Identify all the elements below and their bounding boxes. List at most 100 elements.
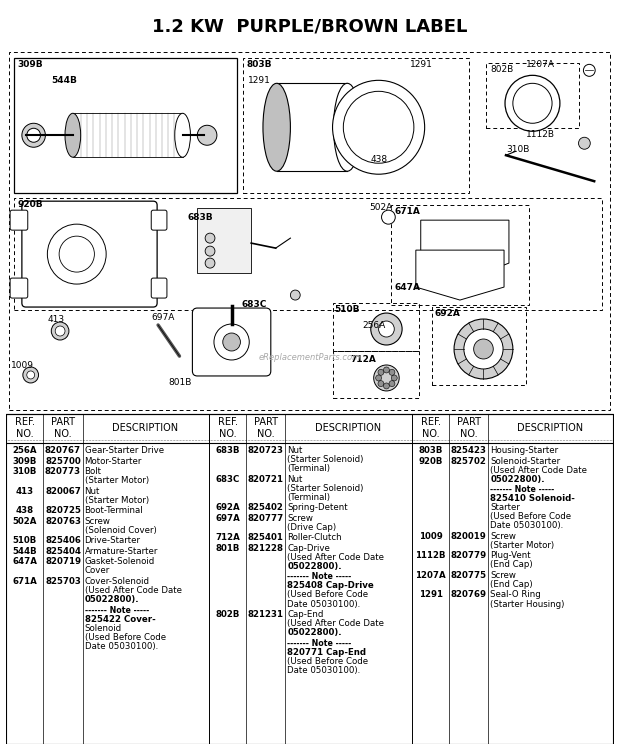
Circle shape: [391, 375, 397, 381]
Text: Nut: Nut: [84, 487, 100, 496]
Text: 05022800).: 05022800).: [288, 562, 342, 571]
FancyBboxPatch shape: [151, 210, 167, 230]
Circle shape: [223, 333, 241, 351]
FancyBboxPatch shape: [10, 278, 28, 298]
Text: Motor-Starter: Motor-Starter: [84, 457, 142, 466]
Text: (Starter Housing): (Starter Housing): [490, 600, 565, 609]
Text: 820775: 820775: [451, 571, 487, 580]
Text: 820725: 820725: [45, 506, 81, 516]
Polygon shape: [421, 220, 509, 280]
Bar: [244, 58, 469, 193]
Text: 683B: 683B: [215, 446, 240, 455]
Text: 1291: 1291: [248, 77, 271, 86]
Text: Cover-Solenoid: Cover-Solenoid: [84, 577, 149, 586]
Text: 803B: 803B: [246, 60, 272, 69]
Text: 1112B: 1112B: [415, 551, 446, 560]
Text: ------- Note -----: ------- Note -----: [288, 572, 352, 582]
Circle shape: [27, 128, 40, 142]
Text: Screw: Screw: [84, 517, 110, 526]
Circle shape: [578, 137, 590, 150]
Text: 821231: 821231: [248, 610, 284, 619]
Text: 683C: 683C: [241, 300, 267, 309]
FancyBboxPatch shape: [192, 308, 271, 376]
Text: 502A: 502A: [369, 203, 392, 212]
Circle shape: [205, 246, 215, 256]
Circle shape: [454, 319, 513, 379]
Ellipse shape: [47, 224, 106, 284]
Bar: [197, 208, 251, 273]
Text: 820019: 820019: [451, 532, 487, 541]
Ellipse shape: [513, 83, 552, 124]
Text: 801B: 801B: [216, 544, 240, 553]
Ellipse shape: [263, 83, 290, 171]
Text: 310B: 310B: [12, 467, 37, 476]
Circle shape: [214, 324, 249, 360]
Text: 801B: 801B: [168, 378, 192, 387]
Text: DESCRIPTION: DESCRIPTION: [112, 423, 179, 433]
Text: 413: 413: [47, 315, 64, 324]
Text: 820721: 820721: [248, 475, 284, 484]
Bar: [487, 63, 580, 128]
Text: Bolt: Bolt: [84, 467, 102, 476]
Text: (Used After Code Date: (Used After Code Date: [84, 586, 182, 595]
Text: 647A: 647A: [394, 283, 420, 292]
Text: 1.2 KW  PURPLE/BROWN LABEL: 1.2 KW PURPLE/BROWN LABEL: [153, 18, 467, 36]
Text: 825702: 825702: [451, 457, 487, 466]
Circle shape: [205, 258, 215, 268]
Text: 438: 438: [16, 506, 34, 516]
Text: 825402: 825402: [248, 503, 284, 512]
Text: (Used Before Code: (Used Before Code: [490, 512, 572, 522]
Text: Nut: Nut: [288, 475, 303, 484]
Text: 802B: 802B: [490, 65, 513, 74]
Text: 820763: 820763: [45, 517, 81, 526]
Text: (Used After Code Date: (Used After Code Date: [288, 619, 384, 628]
Text: (End Cap): (End Cap): [490, 560, 533, 569]
Circle shape: [583, 64, 595, 77]
Text: Screw: Screw: [490, 571, 516, 580]
Text: Date 05030100).: Date 05030100).: [288, 600, 361, 609]
Text: 820719: 820719: [45, 557, 81, 566]
Text: 309B: 309B: [17, 60, 43, 69]
Text: 825422 Cover-: 825422 Cover-: [84, 615, 156, 623]
Text: Nut: Nut: [288, 446, 303, 455]
Text: Cap-End: Cap-End: [288, 610, 324, 619]
Text: ------- Note -----: ------- Note -----: [490, 485, 554, 494]
Circle shape: [389, 369, 395, 375]
Text: Housing-Starter: Housing-Starter: [490, 446, 559, 455]
Circle shape: [389, 381, 395, 387]
Circle shape: [384, 383, 389, 389]
Text: 310B: 310B: [506, 145, 529, 154]
Circle shape: [376, 375, 381, 381]
Text: 05022800).: 05022800).: [490, 475, 545, 484]
Text: 438: 438: [371, 155, 388, 164]
Text: 683C: 683C: [216, 475, 240, 484]
Text: Starter: Starter: [490, 503, 520, 512]
Ellipse shape: [505, 75, 560, 131]
Text: Solenoid-Starter: Solenoid-Starter: [490, 457, 560, 466]
Text: 820771 Cap-End: 820771 Cap-End: [288, 648, 366, 657]
Text: (Starter Motor): (Starter Motor): [84, 496, 149, 504]
Text: 1112B: 1112B: [526, 130, 555, 139]
Text: DESCRIPTION: DESCRIPTION: [315, 423, 381, 433]
Text: Date 05030100).: Date 05030100).: [288, 666, 361, 675]
Text: 820777: 820777: [248, 514, 284, 523]
Text: (Starter Motor): (Starter Motor): [490, 541, 554, 550]
Text: 920B: 920B: [418, 457, 443, 466]
Text: 413: 413: [16, 487, 34, 496]
Text: (Used Before Code: (Used Before Code: [288, 591, 368, 600]
Circle shape: [51, 322, 69, 340]
Circle shape: [474, 339, 494, 359]
Text: 05022800).: 05022800).: [288, 628, 342, 637]
Text: Armature-Starter: Armature-Starter: [84, 547, 158, 556]
Text: 1291: 1291: [410, 60, 433, 69]
Text: Gear-Starter Drive: Gear-Starter Drive: [84, 446, 164, 455]
Text: 510B: 510B: [335, 305, 360, 314]
Text: 820773: 820773: [45, 467, 81, 476]
Text: (Used After Code Date: (Used After Code Date: [490, 466, 587, 475]
Text: (Starter Solenoid): (Starter Solenoid): [288, 455, 364, 464]
Circle shape: [197, 125, 217, 145]
Text: 1207A: 1207A: [415, 571, 446, 580]
Text: REF.
NO.: REF. NO.: [15, 417, 35, 439]
Circle shape: [27, 371, 35, 379]
Text: 820067: 820067: [45, 487, 81, 496]
